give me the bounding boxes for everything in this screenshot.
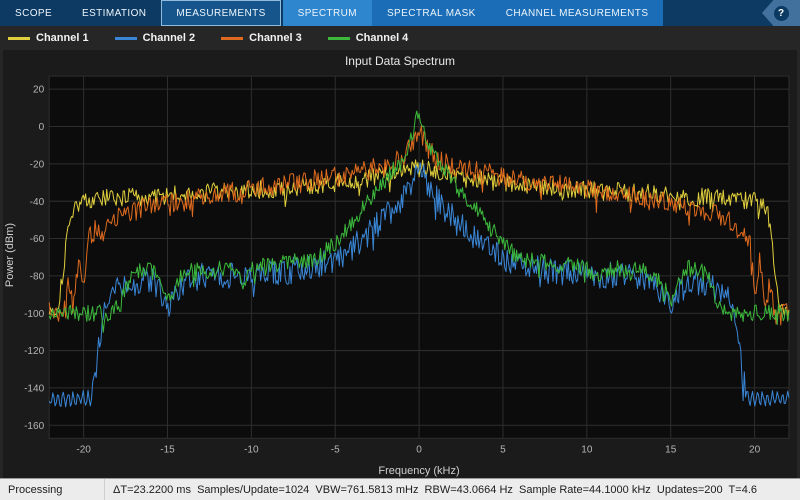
tab-spectrum[interactable]: SPECTRUM bbox=[282, 0, 372, 26]
svg-text:-10: -10 bbox=[244, 444, 259, 455]
svg-text:10: 10 bbox=[581, 444, 593, 455]
svg-text:20: 20 bbox=[33, 85, 45, 96]
status-bar: Processing ΔT=23.2200 ms Samples/Update=… bbox=[0, 478, 800, 500]
tab-channel-measurements[interactable]: CHANNEL MEASUREMENTS bbox=[505, 7, 649, 19]
channel-3-line-swatch bbox=[221, 36, 244, 40]
chart-region: Input Data Spectrum -20 -15 -10 -5 0 5 10 15 20 2… bbox=[3, 50, 797, 479]
channel-2-line-swatch bbox=[114, 36, 137, 40]
svg-text:-5: -5 bbox=[331, 444, 340, 455]
legend-label: Channel 3 bbox=[249, 32, 302, 44]
svg-text:-15: -15 bbox=[160, 444, 175, 455]
spectrum-plot[interactable]: -20 -15 -10 -5 0 5 10 15 20 20 0 -20 -40 -60 -80 -100 -1… bbox=[3, 70, 797, 479]
svg-text:-20: -20 bbox=[30, 159, 45, 170]
tab-spectral-mask[interactable]: SPECTRAL MASK bbox=[386, 7, 476, 19]
svg-text:0: 0 bbox=[416, 444, 422, 455]
y-axis-label: Power (dBm) bbox=[4, 222, 16, 287]
help-icon: ? bbox=[773, 5, 789, 21]
svg-text:-140: -140 bbox=[24, 383, 44, 394]
tab-scope[interactable]: SCOPE bbox=[15, 7, 53, 19]
contextual-tab-group: SPECTRUM SPECTRAL MASK CHANNEL MEASUREME… bbox=[282, 0, 664, 26]
legend-item-channel-4[interactable]: Channel 4 bbox=[327, 32, 409, 44]
legend-label: Channel 2 bbox=[142, 32, 196, 44]
svg-text:0: 0 bbox=[39, 122, 45, 133]
status-mode: Processing bbox=[0, 479, 105, 500]
status-stats: ΔT=23.2200 ms Samples/Update=1024 VBW=76… bbox=[113, 483, 757, 496]
legend-bar: Channel 1 Channel 2 Channel 3 Channel 4 bbox=[0, 26, 800, 50]
legend-item-channel-1[interactable]: Channel 1 bbox=[8, 32, 89, 44]
svg-text:-100: -100 bbox=[24, 309, 44, 320]
svg-text:-80: -80 bbox=[30, 271, 45, 282]
legend-label: Channel 4 bbox=[355, 32, 409, 44]
legend-label: Channel 1 bbox=[36, 32, 89, 44]
tab-estimation[interactable]: ESTIMATION bbox=[82, 7, 147, 19]
svg-text:-120: -120 bbox=[24, 346, 44, 357]
channel-1-line-swatch bbox=[8, 36, 30, 40]
legend-item-channel-2[interactable]: Channel 2 bbox=[114, 32, 196, 44]
svg-text:5: 5 bbox=[500, 444, 506, 455]
x-axis-label: Frequency (kHz) bbox=[378, 465, 460, 477]
chart-title: Input Data Spectrum bbox=[344, 54, 456, 68]
toolstrip: SCOPE ESTIMATION MEASUREMENTS SPECTRUM S… bbox=[0, 0, 800, 26]
svg-text:-20: -20 bbox=[76, 444, 91, 455]
svg-text:15: 15 bbox=[665, 444, 677, 455]
svg-text:-40: -40 bbox=[30, 197, 45, 208]
tab-measurements[interactable]: MEASUREMENTS bbox=[161, 0, 281, 26]
help-button[interactable]: ? bbox=[762, 0, 800, 26]
legend-item-channel-3[interactable]: Channel 3 bbox=[221, 32, 302, 44]
svg-text:-60: -60 bbox=[30, 234, 45, 245]
svg-text:-160: -160 bbox=[24, 421, 44, 432]
channel-4-line-swatch bbox=[327, 36, 350, 40]
svg-text:20: 20 bbox=[749, 444, 761, 455]
